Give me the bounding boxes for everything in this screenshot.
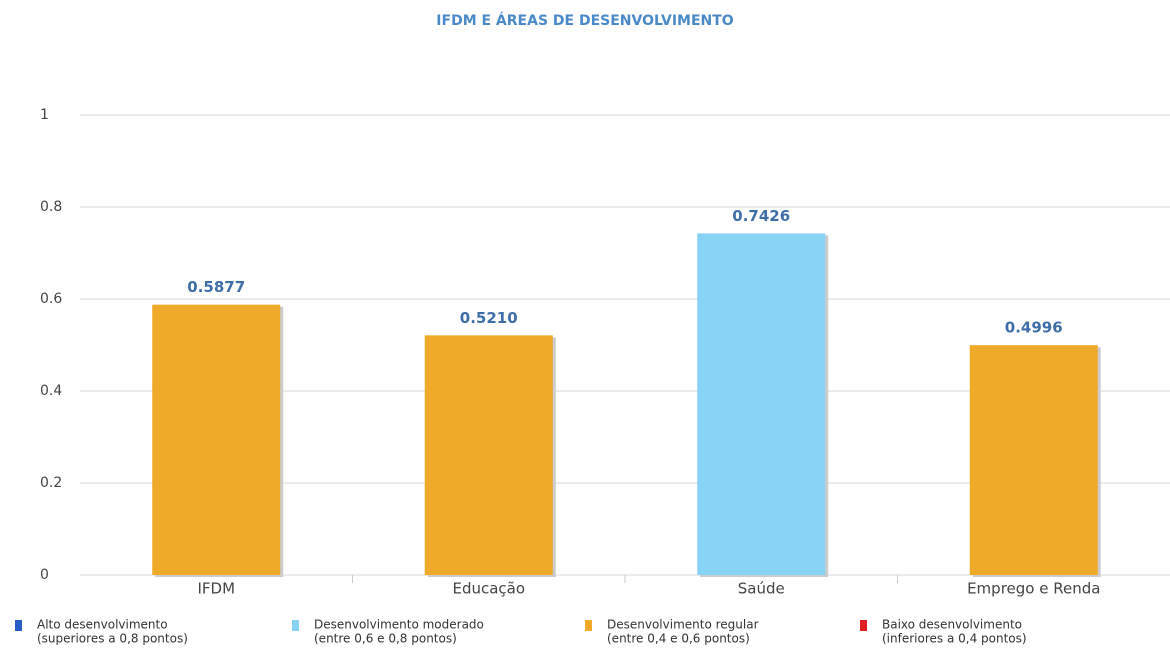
- x-tick-label: Saúde: [738, 580, 785, 598]
- y-tick-label: 0.2: [40, 475, 62, 491]
- legend-swatch: [292, 620, 299, 631]
- y-tick-label: 1: [40, 107, 49, 123]
- data-label: 0.4996: [1005, 319, 1063, 337]
- legend-label: (entre 0,4 e 0,6 pontos): [607, 632, 750, 646]
- legend-label: Desenvolvimento moderado: [314, 618, 484, 632]
- legend-label: Desenvolvimento regular: [607, 618, 759, 632]
- y-tick-label: 0.6: [40, 291, 62, 307]
- y-tick-label: 0.8: [40, 199, 62, 215]
- data-label: 0.5210: [460, 309, 518, 327]
- data-label: 0.7426: [732, 207, 790, 225]
- x-tick-label: Emprego e Renda: [967, 580, 1100, 598]
- x-tick-label: Educação: [452, 580, 525, 598]
- bar: [969, 345, 1098, 575]
- legend-label: (superiores a 0,8 pontos): [37, 632, 188, 646]
- legend-swatch: [15, 620, 22, 631]
- bar: [697, 233, 826, 576]
- legend-label: (inferiores a 0,4 pontos): [882, 632, 1027, 646]
- legend-label: Baixo desenvolvimento: [882, 618, 1022, 632]
- bar: [424, 335, 553, 575]
- legend-swatch: [585, 620, 592, 631]
- legend-label: (entre 0,6 e 0,8 pontos): [314, 632, 457, 646]
- legend-swatch: [860, 620, 867, 631]
- x-tick-label: IFDM: [197, 580, 235, 598]
- legend-label: Alto desenvolvimento: [37, 618, 168, 632]
- bar: [152, 304, 281, 575]
- y-tick-label: 0.4: [40, 383, 62, 399]
- chart-title: IFDM E ÁREAS DE DESENVOLVIMENTO: [436, 12, 734, 29]
- y-tick-label: 0: [40, 567, 49, 583]
- data-label: 0.5877: [187, 278, 245, 296]
